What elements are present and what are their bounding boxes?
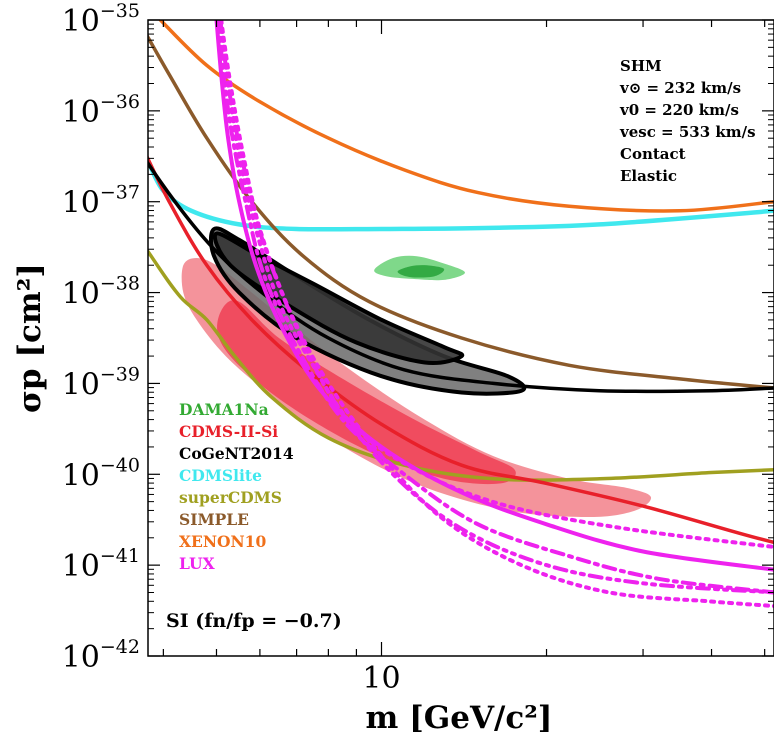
y-tick-label: 10−37 xyxy=(62,182,140,221)
cogent2014-line xyxy=(148,160,774,394)
y-tick-label: 10−41 xyxy=(62,545,140,584)
legend-entry: DAMA1Na xyxy=(179,400,269,419)
lux-dotted-line-b xyxy=(219,20,774,608)
dama1na-inner-region xyxy=(397,265,445,278)
legend-entry: CoGeNT2014 xyxy=(179,444,294,463)
info-line: v⊙ = 232 km/s xyxy=(619,79,741,97)
lux-dashdot-line xyxy=(216,20,774,595)
legend-entry: CDMSlite xyxy=(179,466,262,485)
y-tick-labels: 10−35 10−36 10−37 10−38 10−39 10−40 10−41 10−42 xyxy=(62,0,140,675)
exclusion-lines xyxy=(148,20,774,608)
y-axis-label: σp [cm²] xyxy=(12,263,48,413)
legend-entry: XENON10 xyxy=(179,532,266,551)
info-line: Elastic xyxy=(620,167,677,185)
y-tick-label: 10−36 xyxy=(62,91,140,130)
x-tick-labels: 10 xyxy=(362,661,400,696)
legend-entry: CDMS-II-Si xyxy=(179,422,278,441)
lux-dotted-line-a xyxy=(219,20,774,549)
simple-line xyxy=(148,33,774,390)
y-tick-label: 10−40 xyxy=(62,454,140,493)
info-line: v0 = 220 km/s xyxy=(619,101,739,119)
axes-frame xyxy=(147,19,774,657)
x-tick-label: 10 xyxy=(362,661,400,696)
legend: DAMA1Na CDMS-II-Si CoGeNT2014 CDMSlite super… xyxy=(179,400,294,573)
x-axis-label: m [GeV/c²] xyxy=(366,700,553,736)
y-tick-label: 10−35 xyxy=(62,0,140,39)
info-line: vesc = 533 km/s xyxy=(619,123,756,141)
si-annotation: SI (fn/fp = −0.7) xyxy=(166,610,342,632)
info-line: Contact xyxy=(620,145,686,163)
xenon10-line xyxy=(158,20,774,213)
info-line: SHM xyxy=(620,57,662,75)
legend-entry: superCDMS xyxy=(179,488,282,507)
legend-entry: SIMPLE xyxy=(179,510,249,529)
y-tick-label: 10−38 xyxy=(62,273,140,312)
legend-entry: LUX xyxy=(179,554,216,573)
cdms-ii-si-inner-region xyxy=(217,300,516,485)
y-tick-label: 10−42 xyxy=(62,636,140,675)
info-box: SHM v⊙ = 232 km/s v0 = 220 km/s vesc = 533 … xyxy=(619,57,756,185)
supercdms-line xyxy=(148,248,774,482)
plot-frame xyxy=(147,19,774,657)
y-tick-label: 10−39 xyxy=(62,363,140,402)
